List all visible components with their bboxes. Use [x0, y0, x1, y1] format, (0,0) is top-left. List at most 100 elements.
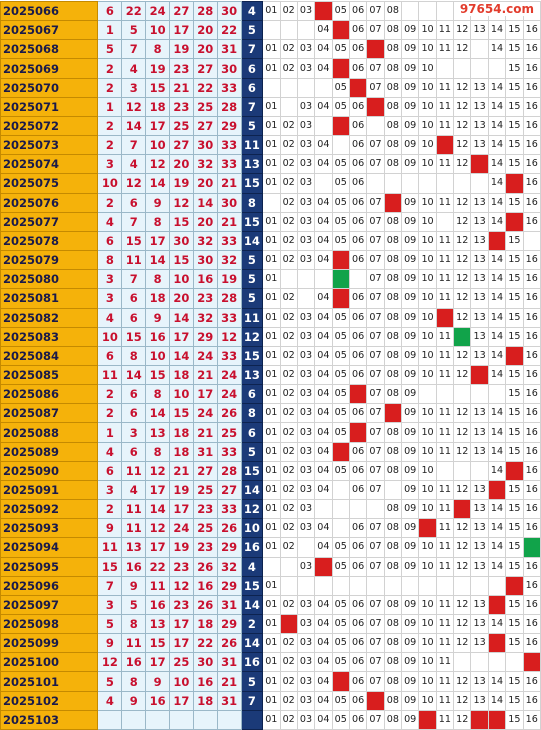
- trend-grid-cell: 03: [296, 96, 316, 117]
- period-cell: 2025076: [0, 192, 99, 213]
- red-ball-cell: 6: [121, 403, 147, 424]
- trend-grid-cell: 04: [314, 709, 333, 730]
- trend-grid-cell: 16: [522, 460, 541, 481]
- red-ball-cell: 4: [97, 690, 123, 711]
- trend-grid-cell: 12: [453, 671, 472, 692]
- trend-grid-cell: 04: [314, 613, 333, 635]
- trend-grid-cell: 16: [522, 633, 541, 654]
- red-ball-cell: 22: [192, 633, 218, 654]
- trend-grid-cell: [366, 575, 385, 596]
- trend-grid-cell: 14: [487, 250, 507, 271]
- table-row: 2025087 2 6 14 15 24 26 8 01 02 03 04 05 06 07 09 10 11 12…: [0, 403, 541, 424]
- trend-grid-cell: 09: [401, 345, 420, 366]
- red-ball-cell: 13: [145, 422, 170, 443]
- trend-grid-cell: 06: [348, 39, 368, 60]
- blue-ball-cell: 5: [240, 269, 264, 290]
- trend-grid-cell: 04: [314, 403, 333, 424]
- trend-grid-cell: 11: [435, 709, 455, 730]
- trend-grid-cell: 15: [505, 556, 524, 577]
- trend-grid-cell: 15: [505, 422, 524, 443]
- red-ball-cell: 15: [145, 364, 170, 386]
- red-ball-cell: 4: [97, 441, 123, 462]
- red-ball-cell: 8: [121, 345, 147, 366]
- table-row: 2025086 2 6 8 10 17 24 6 01 02 03 04 05 07 08 09 15 16: [0, 384, 541, 405]
- trend-grid-cell: 04: [314, 364, 333, 386]
- trend-grid-cell: 08: [383, 652, 403, 673]
- red-ball-cell: 3: [121, 77, 147, 98]
- red-ball-cell: 21: [192, 422, 218, 443]
- red-ball-cell: 12: [97, 652, 123, 673]
- trend-grid-cell: 15: [505, 364, 524, 386]
- table-row: 2025078 6 15 17 30 32 33 14 01 02 03 04 05 06 07 08 09 10…: [0, 230, 541, 252]
- trend-grid-cell: 14: [487, 326, 507, 347]
- trend-grid-cell: 16: [522, 211, 541, 232]
- red-ball-cell: 16: [192, 575, 218, 596]
- trend-grid-cell: 14: [487, 422, 507, 443]
- trend-grid-cell: 15: [505, 594, 524, 616]
- trend-grid-cell: 06: [348, 364, 368, 386]
- trend-grid-cell: 03: [296, 135, 316, 156]
- trend-grid-cell: 01: [262, 384, 281, 405]
- site-watermark: 97654.com: [456, 2, 537, 16]
- trend-grid-cell: 03: [296, 652, 316, 673]
- trend-grid-cell: 11: [435, 115, 455, 137]
- trend-grid-cell: [262, 77, 281, 98]
- trend-grid-cell: [401, 575, 420, 596]
- red-ball-cell: 15: [121, 230, 147, 252]
- trend-grid-cell: 02: [279, 709, 298, 730]
- red-ball-cell: 8: [145, 211, 170, 232]
- trend-grid-cell: [470, 575, 489, 596]
- blue-ball-cell: 14: [240, 230, 264, 252]
- period-cell: 2025066: [0, 0, 99, 22]
- red-ball-cell: 6: [97, 230, 123, 252]
- red-ball-cell: 16: [145, 326, 170, 347]
- trend-grid-cell: 01: [262, 479, 281, 501]
- red-ball-cell: 15: [121, 326, 147, 347]
- trend-grid-cell: 02: [279, 326, 298, 347]
- red-ball-cell: 31: [216, 594, 242, 616]
- trend-grid-cell: 10: [418, 403, 437, 424]
- trend-grid-cell: 11: [435, 652, 455, 673]
- trend-grid-cell: 10: [418, 537, 437, 558]
- trend-grid-cell: [383, 479, 403, 501]
- trend-grid-cell: 15: [505, 288, 524, 309]
- red-ball-cell: [216, 709, 242, 730]
- trend-grid-cell: 15: [505, 690, 524, 711]
- trend-grid-cell: 15: [505, 537, 524, 558]
- trend-grid-cell: 04: [314, 479, 333, 501]
- blue-ball-cell: 6: [240, 58, 264, 79]
- red-ball-cell: 32: [216, 556, 242, 577]
- trend-grid-cell: 06: [348, 537, 368, 558]
- trend-grid-cell: 16: [522, 690, 541, 711]
- trend-grid-cell: 14: [487, 403, 507, 424]
- trend-grid-cell: 07: [366, 709, 385, 730]
- red-ball-cell: 21: [192, 364, 218, 386]
- blue-ball-cell: 5: [240, 20, 264, 41]
- trend-grid-cell: 08: [383, 115, 403, 137]
- trend-grid-cell: 05: [331, 403, 350, 424]
- trend-grid-cell: 04: [314, 594, 333, 616]
- trend-grid-cell: 02: [279, 690, 298, 711]
- red-ball-cell: 1: [97, 96, 123, 117]
- red-ball-cell: 23: [192, 537, 218, 558]
- red-ball-cell: 5: [97, 613, 123, 635]
- trend-grid-cell: 13: [470, 671, 489, 692]
- table-row: 2025067 1 5 10 17 20 22 5 04 06 07 08 09 10 11 12 13 14 15…: [0, 20, 541, 41]
- red-ball-cell: 28: [216, 460, 242, 481]
- red-ball-cell: 31: [192, 441, 218, 462]
- trend-grid-cell: 13: [470, 250, 489, 271]
- trend-grid-cell: 04: [314, 441, 333, 462]
- trend-grid-cell: 11: [435, 77, 455, 98]
- trend-grid-cell: 02: [279, 441, 298, 462]
- red-ball-cell: 18: [169, 441, 194, 462]
- trend-grid-cell: 13: [470, 556, 489, 577]
- trend-grid-cell: 01: [262, 345, 281, 366]
- trend-grid-cell: [331, 479, 350, 501]
- red-ball-cell: 12: [145, 460, 170, 481]
- trend-grid-cell: 07: [366, 58, 385, 79]
- trend-grid-cell: 07: [366, 652, 385, 673]
- trend-grid-cell: 05: [331, 326, 350, 347]
- red-ball-cell: 30: [192, 135, 218, 156]
- trend-grid-cell: 15: [505, 230, 524, 252]
- red-ball-cell: 14: [169, 307, 194, 328]
